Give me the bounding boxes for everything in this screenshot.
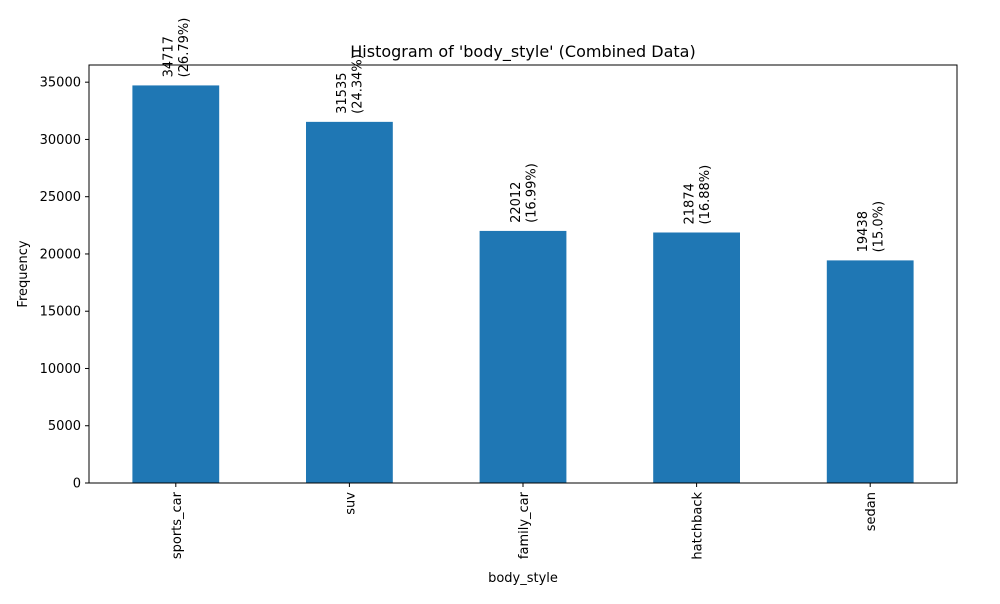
data-label-percent: (16.99%): [524, 163, 539, 223]
data-label-count: 22012: [509, 182, 524, 223]
data-label-count: 34717: [162, 36, 177, 77]
x-tick-label-family_car: family_car: [517, 491, 532, 559]
bar-suv: [306, 121, 393, 484]
bar-sedan: [826, 260, 914, 483]
data-label-percent: (26.79%): [177, 18, 192, 78]
bar-hatchback: [653, 232, 740, 483]
data-label-sports_car: 34717(26.79%): [162, 18, 193, 78]
y-tick-label: 20000: [40, 247, 81, 262]
y-tick-label: 15000: [40, 305, 81, 320]
y-tick-label: 35000: [40, 76, 81, 91]
y-tick-label: 25000: [40, 190, 81, 205]
x-tick-label-suv: suv: [343, 492, 358, 515]
data-label-count: 19438: [856, 211, 871, 252]
y-tick-label: 0: [73, 477, 81, 492]
bars-group: [132, 85, 914, 484]
bar-sports_car: [132, 85, 220, 484]
x-tick-label-sedan: sedan: [864, 492, 879, 531]
data-label-percent: (16.88%): [698, 165, 713, 225]
data-label-count: 21874: [682, 183, 697, 224]
data-labels-group: 34717(26.79%)31535(24.34%)22012(16.99%) 2…: [162, 18, 887, 253]
chart-title: Histogram of 'body_style' (Combined Data…: [350, 42, 695, 62]
y-tick-label: 5000: [48, 419, 81, 434]
data-label-percent: (24.34%): [351, 54, 366, 114]
data-label-percent: (15.0%): [872, 201, 887, 252]
y-axis-label: Frequency: [16, 240, 31, 307]
data-label-family_car: 22012(16.99%): [509, 163, 540, 223]
data-label-sedan: 19438(15.0%): [856, 201, 887, 252]
data-label-count: 31535: [335, 73, 350, 114]
y-tick-label: 10000: [40, 362, 81, 377]
y-tick-label: 30000: [40, 133, 81, 148]
x-tick-label-hatchback: hatchback: [691, 492, 706, 560]
x-axis-label: body_style: [488, 571, 558, 586]
y-axis: 0 5000 10000 15000 20000 25000 30000 35000: [40, 76, 89, 492]
data-label-suv: 31535(24.34%): [335, 54, 366, 114]
x-tick-label-sports_car: sports_car: [170, 491, 185, 559]
bar-family_car: [479, 230, 567, 483]
plot-frame: [88, 64, 958, 484]
data-label-hatchback: 21874(16.88%): [682, 165, 713, 225]
x-axis: sports_car suv family_car hatchback sedan: [170, 483, 879, 560]
